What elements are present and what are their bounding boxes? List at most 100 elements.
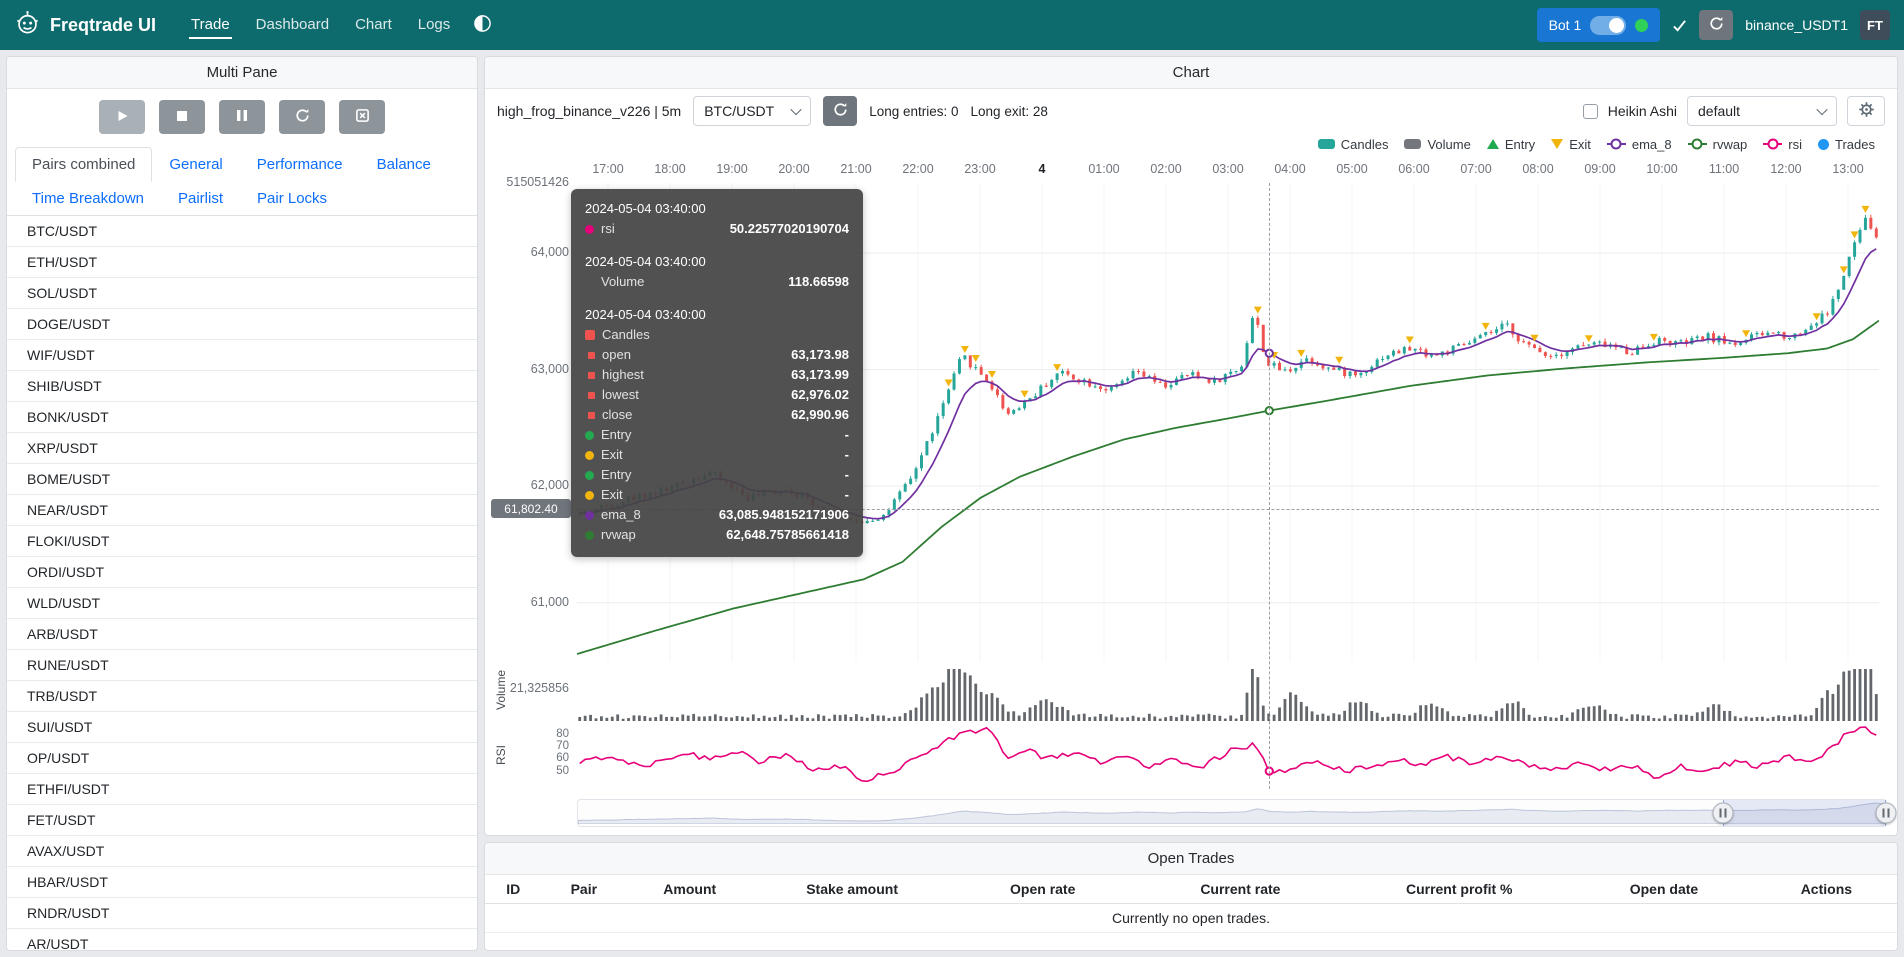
nav-item-chart[interactable]: Chart	[355, 15, 392, 33]
legend-exit[interactable]: Exit	[1551, 137, 1591, 152]
axis-label: 21,325856	[509, 681, 569, 696]
pair-item[interactable]: NEAR/USDT	[7, 495, 477, 526]
tooltip-row: rvwap 62,648.75785661418	[585, 525, 849, 545]
pair-item[interactable]: BTC/USDT	[7, 216, 477, 247]
column-header-pair[interactable]: Pair	[541, 875, 627, 904]
volume-chart-canvas[interactable]	[577, 663, 1879, 721]
tooltip-label: Exit	[601, 487, 623, 502]
time-label: 06:00	[1398, 162, 1430, 176]
column-header-id[interactable]: ID	[485, 875, 542, 904]
axis-label: 515051426	[506, 175, 569, 189]
pair-item[interactable]: ETH/USDT	[7, 247, 477, 278]
column-header-actions[interactable]: Actions	[1755, 875, 1897, 904]
pair-item[interactable]: ORDI/USDT	[7, 557, 477, 588]
time-label: 11:00	[1708, 162, 1740, 176]
legend-trades[interactable]: Trades	[1818, 137, 1875, 152]
chart-navigator[interactable]	[577, 799, 1897, 827]
tab-performance[interactable]: Performance	[256, 156, 343, 173]
app-brand[interactable]: Freqtrade UI	[14, 9, 156, 41]
rsi-marker	[585, 224, 594, 234]
column-header-open-date[interactable]: Open date	[1572, 875, 1756, 904]
heikin-ashi-label: Heikin Ashi	[1607, 103, 1677, 119]
bot-toggle-switch[interactable]	[1590, 15, 1627, 35]
column-header-current-profit-[interactable]: Current profit %	[1346, 875, 1573, 904]
pair-item[interactable]: RNDR/USDT	[7, 898, 477, 929]
legend-candles[interactable]: Candles	[1317, 137, 1388, 152]
pair-item[interactable]: DOGE/USDT	[7, 309, 477, 340]
rsi-legend-marker	[1763, 143, 1783, 145]
legend-volume[interactable]: Volume	[1404, 137, 1471, 152]
pair-item[interactable]: SOL/USDT	[7, 278, 477, 309]
stop-bot-button[interactable]	[159, 100, 205, 134]
navigator-right-handle[interactable]	[1875, 802, 1897, 824]
reload-bot-button[interactable]	[1699, 10, 1734, 40]
pair-item[interactable]: HBAR/USDT	[7, 867, 477, 898]
pair-item[interactable]: BOME/USDT	[7, 464, 477, 495]
pair-item[interactable]: WIF/USDT	[7, 340, 477, 371]
column-header-open-rate[interactable]: Open rate	[950, 875, 1135, 904]
tab-pairs-combined[interactable]: Pairs combined	[15, 147, 153, 182]
pause-bot-button[interactable]	[219, 100, 265, 134]
navigator-left-handle[interactable]	[1712, 802, 1733, 824]
navigator-selection[interactable]	[1722, 800, 1886, 826]
time-label: 04:00	[1274, 162, 1306, 176]
pair-select[interactable]: BTC/USDT	[693, 96, 812, 126]
forget-bot-button[interactable]	[339, 100, 385, 134]
legend-label: Trades	[1835, 136, 1875, 152]
tab-pair-locks[interactable]: Pair Locks	[257, 190, 328, 207]
tab-general[interactable]: General	[169, 156, 223, 173]
pair-item[interactable]: BONK/USDT	[7, 402, 477, 433]
tooltip-label: Candles	[602, 327, 650, 342]
axis-label: 64,000	[530, 244, 569, 259]
play-icon	[115, 109, 129, 126]
main-column: Chart high_frog_binance_v226 | 5m BTC/US…	[484, 56, 1898, 951]
pair-item[interactable]: AR/USDT	[7, 929, 477, 950]
column-header-amount[interactable]: Amount	[626, 875, 754, 904]
legend-rvwap[interactable]: rvwap	[1687, 137, 1747, 152]
pair-item[interactable]: SHIB/USDT	[7, 371, 477, 402]
rsi-chart-canvas[interactable]	[577, 725, 1879, 789]
plot-area[interactable]: 17:00 18:00 19:00 20:00 21:00 22:00 23:00 4 01:0…	[485, 157, 1897, 835]
legend-ema_8[interactable]: ema_8	[1606, 137, 1672, 152]
tooltip-row: Volume 118.66598	[585, 272, 849, 292]
theme-toggle-button[interactable]	[473, 14, 492, 36]
chevron-down-icon	[790, 103, 802, 116]
pair-item[interactable]: AVAX/USDT	[7, 836, 477, 867]
pair-item[interactable]: SUI/USDT	[7, 712, 477, 743]
nav-item-logs[interactable]: Logs	[417, 15, 451, 33]
axis-label: 62,000	[530, 478, 569, 493]
tab-time-breakdown[interactable]: Time Breakdown	[32, 190, 144, 207]
tab-pairlist[interactable]: Pairlist	[178, 190, 224, 207]
pair-item[interactable]: FLOKI/USDT	[7, 526, 477, 557]
bot-selector[interactable]: Bot 1	[1536, 8, 1661, 42]
pair-item[interactable]: FET/USDT	[7, 805, 477, 836]
nav-item-dashboard[interactable]: Dashboard	[255, 15, 330, 33]
nav-item-trade[interactable]: Trade	[189, 12, 232, 39]
column-header-current-rate[interactable]: Current rate	[1134, 875, 1347, 904]
tooltip-row: close 62,990.96	[585, 405, 849, 425]
reload-config-button[interactable]	[279, 100, 325, 134]
plot-settings-button[interactable]	[1847, 96, 1885, 126]
legend-rsi[interactable]: rsi	[1763, 137, 1802, 152]
pair-item[interactable]: OP/USDT	[7, 743, 477, 774]
tooltip-value: 63,173.98	[791, 347, 849, 362]
plot-config-select[interactable]: default	[1687, 96, 1837, 126]
tooltip-value: 63,085.948152171906	[718, 507, 849, 522]
refresh-chart-button[interactable]	[823, 96, 858, 126]
pair-item[interactable]: WLD/USDT	[7, 588, 477, 619]
tooltip-row: ema_8 63,085.948152171906	[585, 505, 849, 525]
candles-legend-marker	[1317, 139, 1335, 149]
pair-item[interactable]: TRB/USDT	[7, 681, 477, 712]
time-label: 01:00	[1088, 162, 1120, 176]
heikin-ashi-checkbox[interactable]	[1582, 103, 1598, 119]
user-avatar[interactable]: FT	[1860, 10, 1890, 40]
pair-item[interactable]: RUNE/USDT	[7, 650, 477, 681]
pair-item[interactable]: XRP/USDT	[7, 433, 477, 464]
column-header-stake-amount[interactable]: Stake amount	[753, 875, 951, 904]
pair-item[interactable]: ARB/USDT	[7, 619, 477, 650]
tab-balance[interactable]: Balance	[376, 156, 431, 173]
legend-entry[interactable]: Entry	[1486, 137, 1535, 152]
time-label: 13:00	[1832, 162, 1864, 176]
pair-item[interactable]: ETHFI/USDT	[7, 774, 477, 805]
start-bot-button[interactable]	[99, 100, 145, 134]
